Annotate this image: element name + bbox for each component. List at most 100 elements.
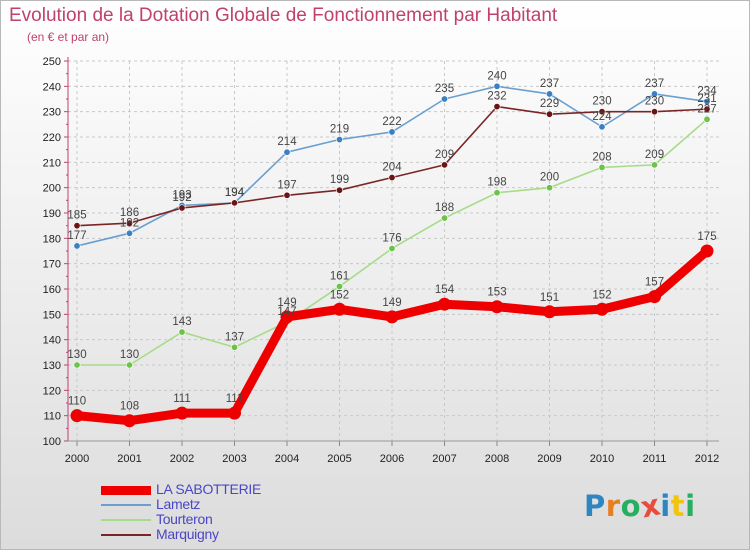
data-label-la-sabotterie: 153 [487,287,506,299]
x-tick-label: 2012 [695,453,719,465]
data-label-marquigny: 232 [487,91,506,103]
point-la-sabotterie [280,310,294,324]
data-label-tourteron: 147 [277,306,296,318]
data-label-tourteron: 227 [697,103,716,115]
x-tick-label: 2006 [380,453,404,465]
point-tourteron [545,184,553,192]
chart-subtitle: (en € et par an) [27,30,110,44]
data-label-marquigny: 192 [172,192,191,204]
y-tick-label: 130 [43,360,61,372]
legend-label: Tourteron [156,511,213,527]
data-label-tourteron: 130 [67,349,86,361]
point-lametz [335,136,343,144]
legend-swatch [101,504,151,506]
data-label-marquigny: 199 [330,174,349,186]
x-tick-label: 2008 [485,453,509,465]
point-marquigny [73,222,81,230]
data-label-marquigny: 197 [277,179,296,191]
data-label-tourteron: 176 [382,232,401,244]
data-label-la-sabotterie: 111 [173,393,190,405]
data-label-lametz: 237 [540,78,559,90]
axes [64,57,719,446]
data-label-lametz: 240 [487,70,506,82]
legend-swatch [101,534,151,536]
data-label-lametz: 237 [645,78,664,90]
point-marquigny [178,204,186,212]
logo-letter: i [685,489,696,523]
data-label-marquigny: 204 [382,162,402,174]
data-label-tourteron: 137 [225,331,244,343]
x-tick-label: 2007 [432,453,456,465]
point-lametz [283,148,291,156]
point-lametz [598,123,606,131]
x-tick-label: 2001 [117,453,141,465]
data-label-la-sabotterie: 175 [697,231,716,243]
logo-letter: o [620,489,642,523]
y-tick-label: 170 [43,259,61,271]
point-tourteron [231,343,239,351]
logo-letter: r [605,489,621,523]
x-tick-label: 2003 [222,453,246,465]
point-la-sabotterie [175,406,189,420]
point-marquigny [440,161,448,169]
point-tourteron [73,361,81,369]
data-label-lametz: 194 [225,187,245,199]
data-label-marquigny: 186 [120,207,139,219]
x-tick-label: 2000 [65,453,89,465]
y-tick-label: 160 [43,284,61,296]
y-tick-label: 250 [43,56,61,68]
point-la-sabotterie [333,302,346,316]
point-marquigny [493,103,501,111]
point-tourteron [598,163,606,171]
point-marquigny [650,108,658,116]
point-la-sabotterie [490,300,504,314]
point-marquigny [126,219,134,227]
point-marquigny [283,191,291,199]
data-label-lametz: 235 [435,83,454,95]
point-tourteron [335,282,343,290]
data-label-lametz: 222 [382,116,401,128]
point-lametz [126,229,134,237]
point-lametz [73,242,81,250]
y-tick-label: 190 [43,208,61,220]
legend-label: Lametz [156,496,201,512]
x-tick-label: 2005 [327,453,351,465]
proxiti-logo: Proxiti [584,487,696,524]
x-tick-labels: 2000 2001 2002 2003 2004 2005 2006 2007 2008 2009… [65,453,719,465]
point-tourteron [388,244,396,252]
data-label-lametz: 214 [277,136,297,148]
data-label-marquigny: 230 [645,96,664,108]
point-lametz [388,128,396,136]
data-label-la-sabotterie: 157 [645,277,664,289]
x-tick-label: 2004 [275,453,299,465]
data-label-lametz: 224 [592,111,612,123]
data-label-la-sabotterie: 108 [120,401,139,413]
data-label-lametz: 177 [67,230,86,242]
chart-title: Evolution de la Dotation Globale de Fonc… [9,5,558,26]
data-label-marquigny: 209 [435,149,454,161]
data-label-tourteron: 208 [592,151,611,163]
legend-swatch [101,485,151,495]
data-label-marquigny: 231 [697,93,716,105]
point-tourteron [703,115,711,123]
point-la-sabotterie [648,290,661,304]
point-la-sabotterie [438,297,451,311]
point-marquigny [388,174,396,182]
point-tourteron [493,189,501,197]
point-marquigny [545,110,553,118]
data-label-la-sabotterie: 151 [540,292,559,304]
data-label-la-sabotterie: 154 [435,284,455,296]
data-label-la-sabotterie: 149 [382,297,401,309]
data-label-la-sabotterie: 110 [68,396,86,408]
y-tick-label: 100 [43,436,61,448]
point-lametz [440,95,448,103]
y-tick-labels: 100 110 120 130 140 150 160 170 180 190 200 210 220 2… [43,56,61,448]
y-tick-label: 210 [43,157,61,169]
point-la-sabotterie [700,244,714,258]
point-tourteron [650,161,658,169]
point-lametz [493,82,501,90]
data-label-tourteron: 130 [120,349,139,361]
point-la-sabotterie [228,406,241,420]
y-tick-label: 150 [43,309,61,321]
